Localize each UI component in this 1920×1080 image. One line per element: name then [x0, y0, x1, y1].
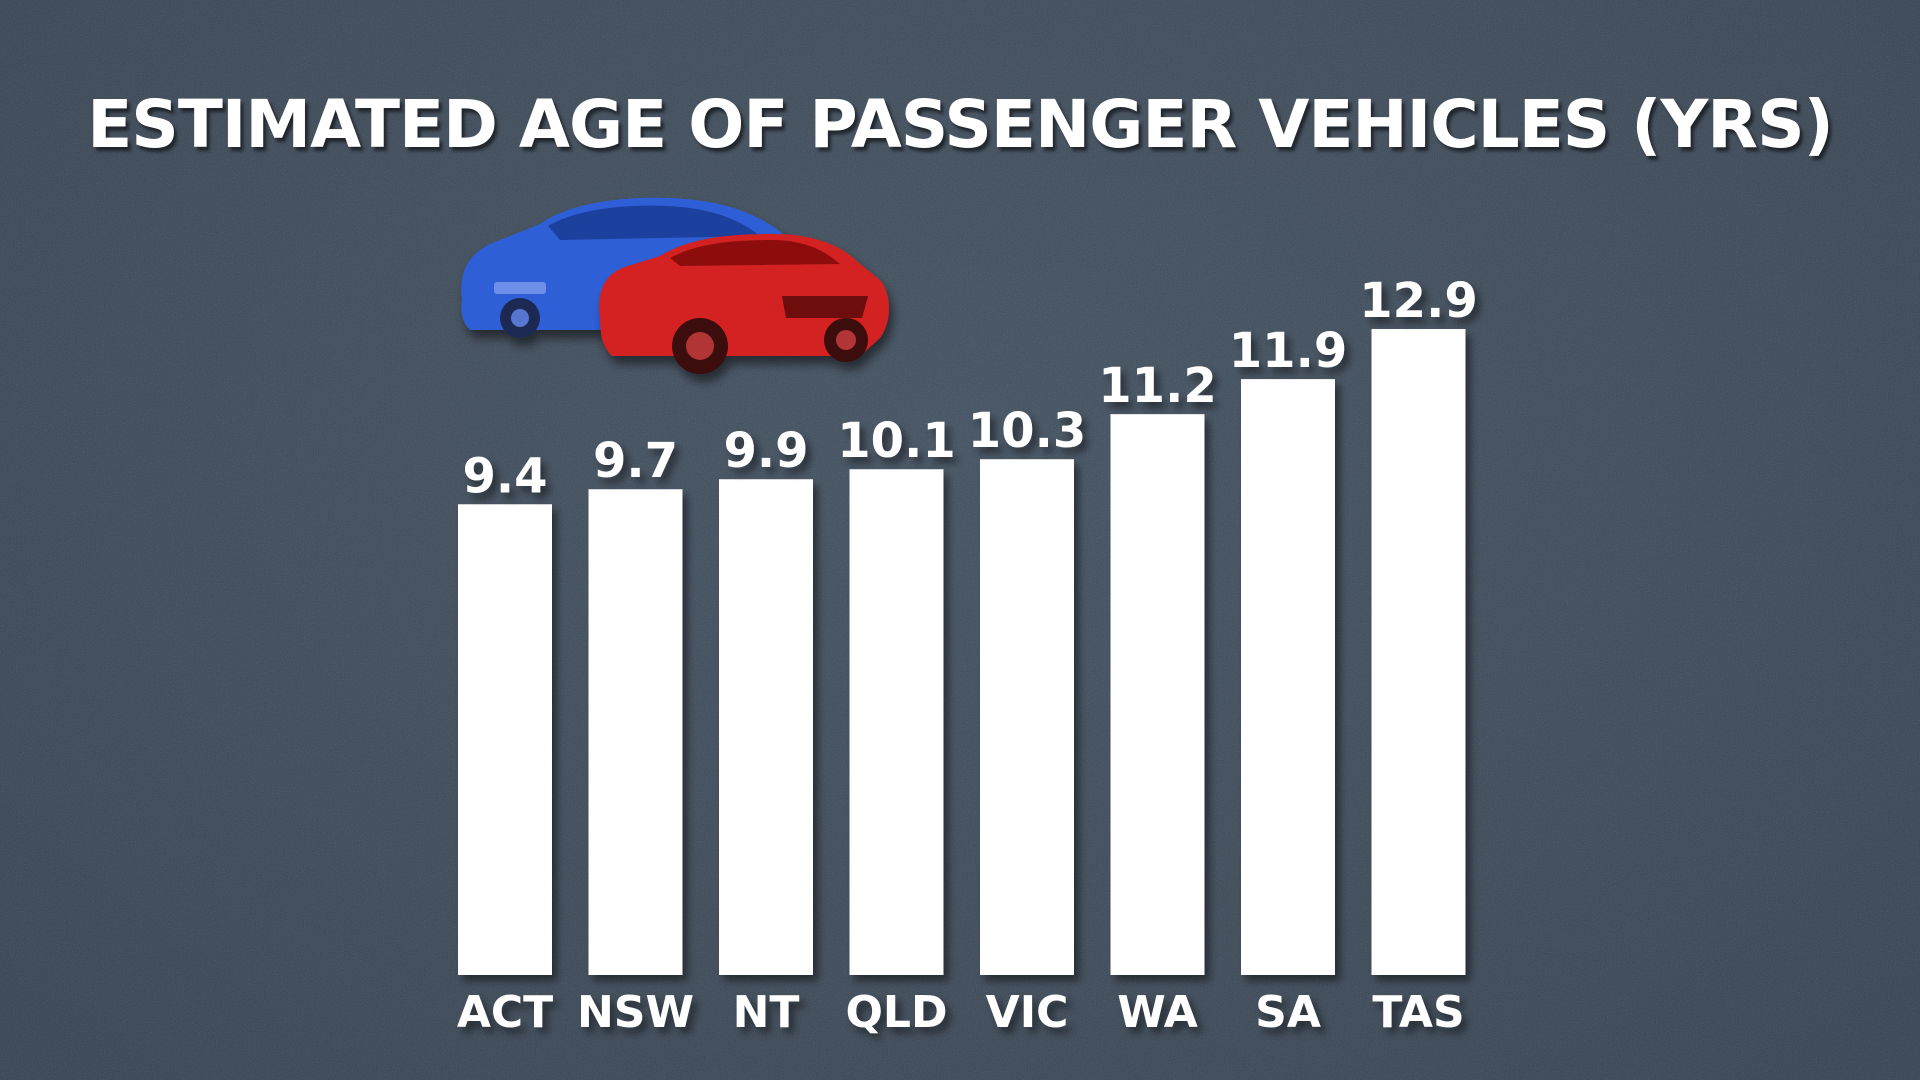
value-label-qld: 10.1 [837, 413, 955, 469]
category-label-nt: NT [733, 987, 800, 1038]
value-label-tas: 12.9 [1359, 273, 1477, 329]
category-label-tas: TAS [1372, 987, 1464, 1038]
bar-act [458, 504, 552, 975]
value-label-sa: 11.9 [1229, 323, 1347, 379]
category-label-nsw: NSW [577, 987, 694, 1038]
category-label-sa: SA [1255, 987, 1321, 1038]
bar-tas [1371, 329, 1466, 975]
category-label-act: ACT [457, 987, 553, 1038]
bar-wa [1110, 414, 1205, 975]
red-car-icon [599, 234, 889, 374]
bars-group: 9.4 ACT 9.7 NSW 9.9 NT 10.1 QLD 10.3 VIC 11.2 WA 11.… [457, 273, 1478, 1038]
bar-nsw [588, 489, 683, 975]
value-label-nsw: 9.7 [593, 433, 678, 489]
value-label-act: 9.4 [462, 448, 547, 504]
category-label-wa: WA [1117, 987, 1198, 1038]
bar-vic [980, 459, 1074, 975]
bar-nt [719, 479, 813, 975]
bar-sa [1241, 379, 1335, 975]
chart-title: ESTIMATED AGE OF PASSENGER VEHICLES (YRS… [87, 86, 1834, 163]
bar-qld [849, 469, 944, 975]
category-label-vic: VIC [986, 987, 1069, 1038]
value-label-vic: 10.3 [968, 403, 1086, 459]
value-label-wa: 11.2 [1098, 358, 1216, 414]
category-label-qld: QLD [846, 987, 948, 1038]
value-label-nt: 9.9 [723, 423, 808, 479]
